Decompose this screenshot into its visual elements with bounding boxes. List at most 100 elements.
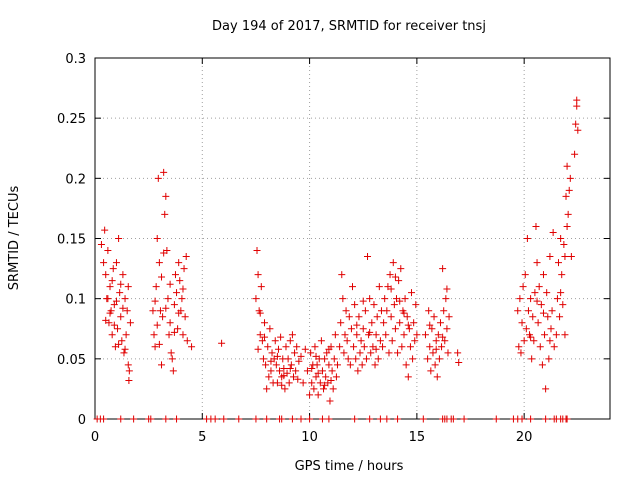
data-point [421,331,429,339]
data-point [372,345,380,353]
data-point [537,301,545,309]
data-point [325,345,333,353]
data-point [308,364,316,372]
data-point [288,331,296,339]
data-point [386,271,394,279]
data-point [535,283,543,291]
data-point [126,319,134,327]
data-point [258,337,266,345]
data-point [339,295,347,303]
data-point [366,415,374,423]
data-point [291,349,299,357]
data-point [100,259,108,267]
data-point [100,415,108,423]
data-point [432,345,440,353]
data-point [387,313,395,321]
data-point [529,313,537,321]
data-point [125,376,133,384]
data-point [253,247,261,255]
data-point [361,307,369,315]
data-point [516,295,524,303]
data-point [574,126,582,134]
data-point [130,415,138,423]
data-point [115,235,123,242]
data-point [547,325,555,333]
data-point [182,253,190,261]
data-point [150,331,158,339]
data-point [318,415,326,423]
data-point [567,253,575,261]
data-point [533,297,541,305]
data-point [385,349,393,357]
data-point [178,295,186,303]
data-point [342,307,350,315]
data-point [109,265,117,273]
data-point [306,415,314,423]
data-point [379,343,387,351]
data-point [351,301,359,309]
data-point [321,381,329,389]
data-point [349,283,356,291]
data-point [252,415,260,423]
data-point [294,375,302,383]
data-point [460,415,468,423]
data-point [531,289,539,297]
data-point [375,283,383,291]
y-tick-label: 0.25 [57,112,86,127]
data-point [327,376,335,384]
data-point [449,415,457,423]
data-point [152,283,160,291]
data-point [530,337,538,345]
data-point [571,150,579,158]
data-point [161,210,169,218]
data-point [188,343,196,351]
data-point [162,192,170,200]
data-point [444,349,452,357]
data-point [408,289,416,297]
data-point [273,379,281,387]
data-point [286,337,294,345]
data-point [435,355,443,363]
data-point [573,102,581,110]
data-point [443,285,451,293]
data-point [514,307,522,315]
data-point [387,285,395,293]
data-point [151,343,159,351]
data-point [272,361,280,369]
data-point [432,337,440,345]
data-point [362,355,370,363]
data-point [430,313,438,321]
data-point [360,343,368,351]
data-point [165,331,173,339]
data-point [424,355,432,363]
data-point [440,307,448,315]
y-tick-label: 0.15 [57,233,86,248]
data-point [261,319,269,327]
data-point [564,210,572,218]
data-point [330,355,338,363]
axis-ticks: 0 0.05 0.1 0.15 0.2 0.25 0.3 0 5 10 15 20 [57,52,610,445]
data-point [559,301,567,309]
data-point [257,283,265,291]
data-point [121,345,129,353]
data-point [176,277,184,285]
data-point [542,415,550,423]
data-point [394,349,402,357]
data-point [261,333,269,341]
data-point [518,319,526,327]
data-point [159,313,167,321]
data-point [455,358,463,366]
data-point [396,319,404,327]
data-point [333,361,341,369]
data-point [405,325,413,333]
data-point [267,367,275,375]
data-point [517,349,525,357]
data-point [550,343,558,351]
data-point [97,241,105,249]
data-point [273,352,281,360]
data-point [306,391,314,399]
data-point [256,309,264,317]
data-point [347,325,355,333]
y-axis-label: SRMTID / TECUs [7,186,22,291]
data-point [179,331,187,339]
